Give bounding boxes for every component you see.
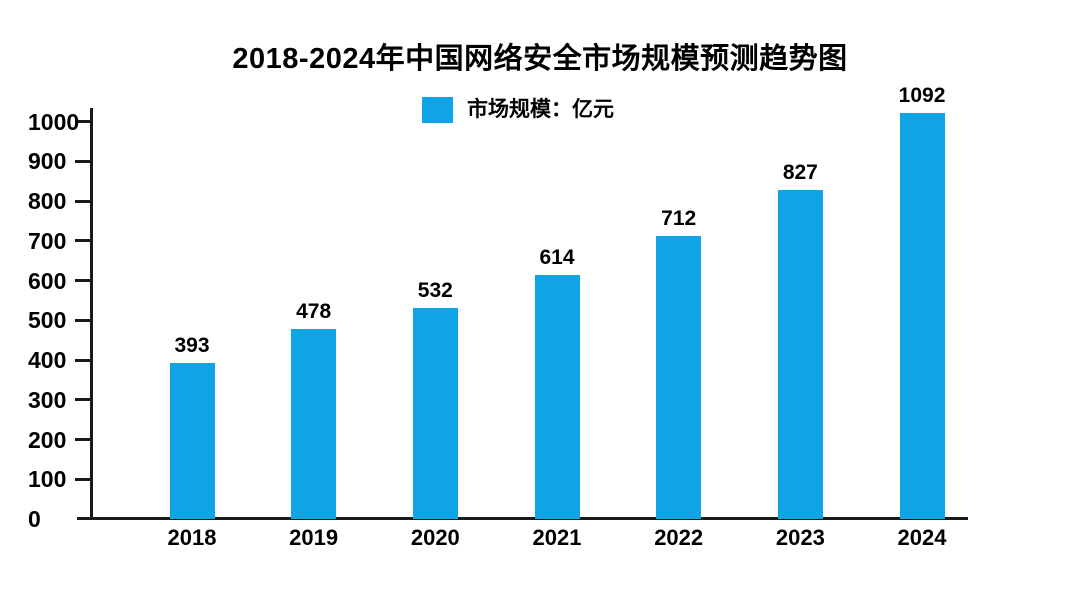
- value-label-2021: 614: [539, 246, 575, 269]
- y-axis-label-100: 100: [28, 466, 67, 493]
- y-axis-label-700: 700: [28, 227, 67, 254]
- legend-swatch-icon: [422, 97, 453, 123]
- x-axis-label-2024: 2024: [897, 525, 947, 550]
- x-axis-line: [77, 517, 968, 520]
- value-label-2020: 532: [417, 279, 453, 302]
- x-axis-label-2019: 2019: [289, 525, 339, 550]
- value-label-2024: 1092: [898, 84, 946, 107]
- bar-2020: [412, 308, 458, 519]
- y-axis-label-600: 600: [28, 267, 67, 294]
- y-axis-tick-500: [75, 318, 91, 322]
- y-axis-label-300: 300: [28, 386, 67, 413]
- bar-2018: [169, 363, 215, 519]
- bar-2022: [656, 236, 702, 519]
- y-axis-label-200: 200: [28, 426, 67, 453]
- y-axis-label-800: 800: [28, 188, 67, 214]
- x-axis-label-2020: 2020: [410, 525, 460, 550]
- y-axis-label-400: 400: [28, 347, 67, 373]
- x-axis-label-2023: 2023: [775, 525, 825, 550]
- y-axis-line: [90, 108, 93, 520]
- y-axis-tick-1000: [75, 120, 91, 123]
- value-label-2023: 827: [782, 161, 818, 184]
- x-axis-label-2021: 2021: [532, 525, 582, 550]
- value-label-2022: 712: [661, 207, 697, 230]
- y-axis-tick-800: [75, 199, 91, 203]
- y-axis-label-1000: 1000: [28, 108, 80, 135]
- y-axis-tick-600: [75, 279, 91, 282]
- y-axis-tick-300: [75, 398, 91, 402]
- bar-2021: [534, 275, 580, 519]
- legend-label: 市场规模：亿元: [467, 98, 614, 121]
- bar-2024: [899, 113, 945, 519]
- legend: 市场规模：亿元: [422, 97, 614, 123]
- y-axis-tick-200: [75, 438, 91, 441]
- bar-2019: [291, 329, 337, 519]
- value-label-2019: 478: [296, 300, 332, 323]
- bar-2023: [777, 190, 823, 519]
- x-axis-label-2018: 2018: [167, 525, 217, 550]
- y-axis-tick-900: [75, 159, 91, 163]
- y-axis-tick-100: [75, 477, 91, 481]
- chart-title: 2018-2024年中国网络安全市场规模预测趋势图: [232, 43, 848, 75]
- y-axis-label-500: 500: [28, 307, 67, 334]
- y-axis-tick-400: [75, 358, 91, 362]
- y-axis-tick-700: [75, 239, 91, 243]
- y-axis-label-0: 0: [28, 506, 41, 532]
- x-axis-label-2022: 2022: [654, 525, 704, 550]
- y-axis-label-900: 900: [28, 148, 67, 175]
- value-label-2018: 393: [174, 334, 210, 357]
